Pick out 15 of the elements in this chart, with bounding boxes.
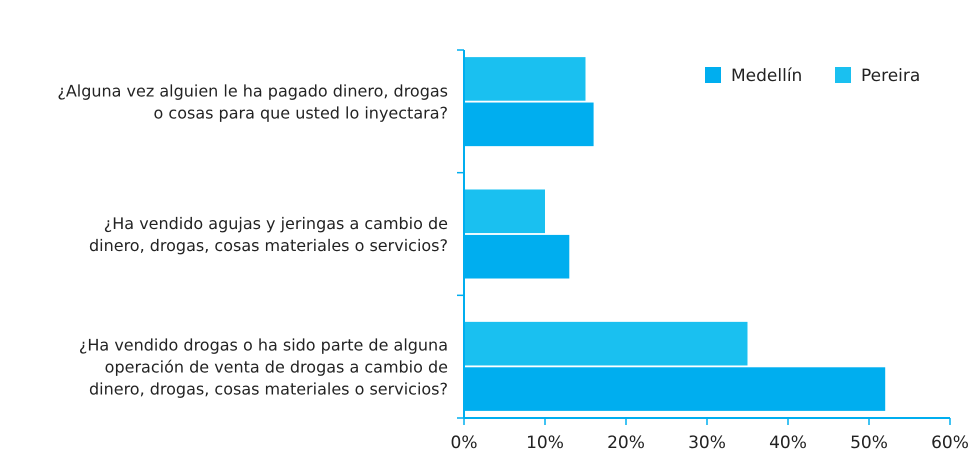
bar [464,57,586,101]
y-tick-label: ¿Alguna vez alguien le ha pagado dinero, drogas o cosas para que usted lo inyectara? [57,82,448,123]
bar [464,322,748,366]
x-tick-label: 20% [607,433,645,453]
bar [464,189,545,234]
legend-label: Pereira [861,66,920,86]
y-tick-label: ¿Ha vendido agujas y jeringas a cambio de dinero, drogas, cosas materiales o servicios? [88,214,448,255]
y-tick-label: ¿Ha vendido drogas o ha sido parte de alguna operación de venta de drogas a cambio de dinero, drogas, cosas materiales o servicios? [78,335,448,398]
x-tick-label: 40% [769,433,807,453]
x-tick-label: 30% [688,433,726,453]
x-tick-label: 10% [526,433,564,453]
x-tick-label: 50% [850,433,888,453]
x-tick-label: 60% [931,433,969,453]
legend-label: Medellín [731,66,802,86]
x-tick-label: 0% [450,433,478,453]
